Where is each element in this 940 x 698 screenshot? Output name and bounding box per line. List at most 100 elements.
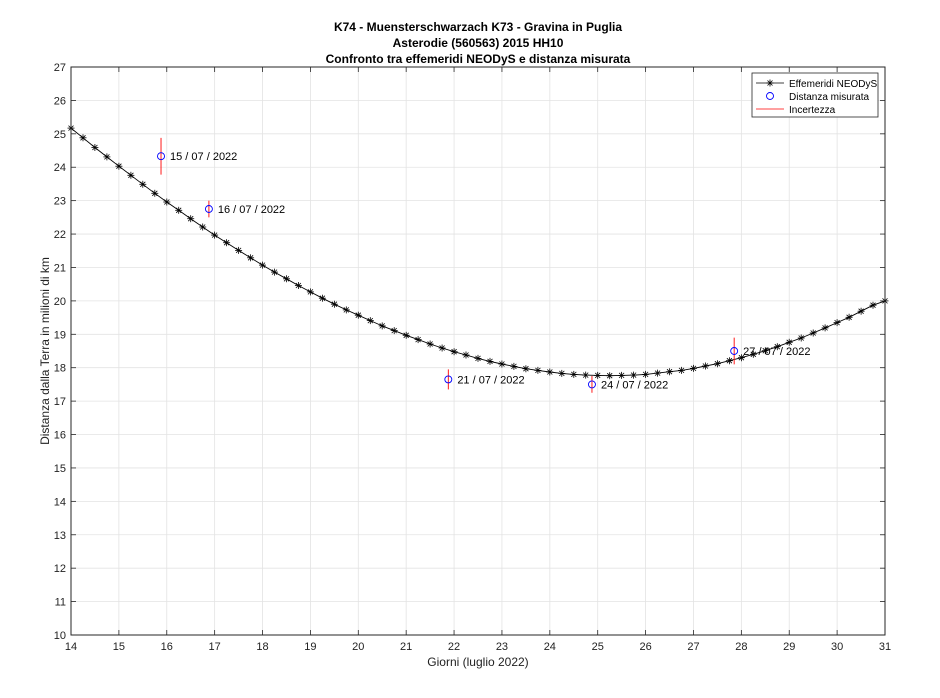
ephemeris-point	[294, 282, 302, 289]
x-tick-label: 18	[256, 641, 268, 653]
x-tick-label: 15	[113, 641, 125, 653]
ephemeris-point	[283, 275, 290, 283]
ephemeris-point	[486, 357, 494, 365]
y-tick-label: 14	[54, 496, 66, 508]
ephemeris-point	[785, 338, 793, 346]
ephemeris-point	[594, 371, 602, 379]
y-tick-label: 27	[54, 62, 66, 74]
ephemeris-point	[139, 180, 147, 188]
measured-point	[204, 205, 213, 213]
ephemeris-point	[498, 360, 506, 368]
ephemeris-point	[462, 351, 470, 359]
ephemeris-point	[163, 198, 171, 206]
chart-title-line-2: Asterodie (560563) 2015 HH10	[393, 36, 564, 50]
measured-point	[444, 375, 453, 384]
chart-title-line-1: K74 - Muensterschwarzach K73 - Gravina i…	[334, 20, 622, 34]
x-tick-label: 17	[209, 641, 221, 653]
ephemeris-point	[115, 162, 123, 170]
x-tick-label: 14	[65, 641, 77, 653]
ephemeris-point	[690, 364, 697, 372]
ephemeris-point	[857, 307, 865, 315]
ephemeris-point	[247, 254, 255, 262]
x-tick-label: 27	[687, 641, 699, 653]
ephemeris-point	[522, 365, 530, 373]
y-tick-label: 15	[54, 463, 66, 475]
legend-item-ephemeris: Effemeridi NEODyS	[756, 79, 878, 90]
x-tick-label: 26	[639, 641, 651, 653]
y-tick-label: 18	[54, 363, 66, 375]
legend-asterisk-icon	[766, 79, 774, 87]
ephemeris-point	[570, 370, 578, 378]
x-tick-label: 22	[448, 641, 460, 653]
legend-circle-icon	[766, 92, 774, 100]
ephemeris-point	[749, 350, 757, 358]
plot-frame	[70, 66, 886, 636]
y-tick-label: 13	[54, 530, 66, 542]
ephemeris-point	[678, 366, 685, 374]
y-axis-label: Distanza dalla Terra in milioni di km	[38, 257, 52, 445]
measured-point	[730, 347, 739, 355]
ephemeris-point	[558, 369, 566, 377]
ephemeris-point	[725, 357, 733, 365]
ephemeris-point	[701, 362, 709, 370]
ephemeris-point	[354, 311, 362, 319]
tick-labels: 14 15 16 17 18 19 20 21 22 23 24 25 26 27 28 29 30 31 10 11…	[54, 62, 891, 653]
ephemeris-point	[845, 313, 853, 321]
ephemeris-point	[666, 368, 673, 376]
legend: Effemeridi NEODyS Distanza misurata Ince…	[751, 72, 879, 118]
y-tick-label: 24	[54, 162, 66, 174]
ephemeris-point	[318, 294, 326, 302]
y-tick-label: 20	[54, 296, 66, 308]
x-tick-label: 24	[544, 641, 556, 653]
x-axis-label: Giorni (luglio 2022)	[427, 655, 528, 669]
ephemeris-point	[187, 215, 195, 223]
plot-area	[71, 67, 885, 635]
ephemeris-point	[306, 288, 314, 296]
legend-item-measured: Distanza misurata	[766, 92, 869, 103]
x-tick-label: 20	[352, 641, 364, 653]
chart-title-line-3: Confronto tra effemeridi NEODyS e distan…	[326, 52, 631, 66]
ephemeris-point	[91, 144, 99, 151]
ephemeris-point	[534, 366, 542, 374]
y-tick-label: 22	[54, 229, 66, 241]
x-tick-label: 25	[592, 641, 604, 653]
x-tick-label: 23	[496, 641, 508, 653]
measured-point	[157, 152, 165, 161]
ephemeris-point	[713, 360, 721, 368]
ephemeris-point	[223, 239, 231, 247]
legend-label-uncertainty: Incertezza	[789, 105, 836, 116]
ephemeris-point	[582, 371, 590, 379]
ephemeris-point	[450, 348, 458, 356]
measured-point-label: 27 / 07 / 2022	[743, 346, 810, 358]
x-tick-label: 31	[879, 641, 891, 653]
ephemeris-point	[414, 336, 422, 344]
ephemeris-point	[426, 340, 434, 348]
ephemeris-point	[546, 368, 554, 376]
ephemeris-point	[199, 223, 207, 231]
ephemeris-point	[630, 371, 638, 379]
y-tick-label: 19	[54, 329, 66, 341]
y-tick-label: 26	[54, 95, 66, 107]
ephemeris-point	[474, 354, 482, 362]
ephemeris-point	[737, 354, 745, 362]
measured-point-label: 16 / 07 / 2022	[218, 204, 285, 216]
ephemeris-point	[366, 317, 374, 325]
ephemeris-point	[438, 344, 446, 352]
y-tick-label: 17	[54, 396, 66, 408]
ephemeris-point	[606, 372, 614, 380]
ephemeris-point	[510, 362, 518, 370]
ephemeris-point	[809, 329, 817, 337]
y-tick-label: 11	[55, 597, 66, 609]
ephemeris-point	[761, 347, 769, 355]
measured-point-label: 15 / 07 / 2022	[170, 151, 237, 163]
x-tick-label: 29	[783, 641, 795, 653]
y-tick-label: 25	[54, 129, 66, 141]
y-tick-label: 16	[54, 430, 66, 442]
ephemeris-point	[773, 343, 781, 351]
ephemeris-point	[127, 171, 135, 179]
x-tick-label: 19	[304, 641, 316, 653]
y-tick-label: 21	[54, 262, 66, 274]
measured-point	[588, 380, 596, 389]
ephemeris-point	[618, 371, 626, 379]
ephemeris-point	[833, 319, 841, 327]
